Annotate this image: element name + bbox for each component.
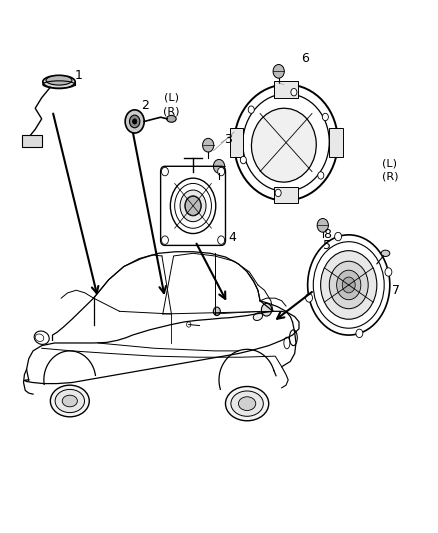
Circle shape [248, 106, 254, 114]
Ellipse shape [43, 75, 75, 88]
Circle shape [291, 88, 297, 96]
FancyBboxPatch shape [274, 187, 298, 203]
Circle shape [218, 167, 225, 176]
Ellipse shape [253, 313, 263, 320]
FancyBboxPatch shape [274, 82, 298, 98]
Circle shape [329, 261, 368, 309]
Ellipse shape [238, 397, 256, 410]
Circle shape [261, 303, 272, 316]
Circle shape [218, 236, 225, 244]
FancyBboxPatch shape [22, 135, 42, 147]
FancyBboxPatch shape [230, 128, 243, 157]
Text: 8: 8 [323, 228, 331, 241]
Circle shape [275, 189, 281, 197]
Circle shape [202, 139, 214, 152]
Circle shape [317, 219, 328, 232]
Circle shape [322, 114, 328, 120]
Text: 3: 3 [224, 133, 232, 147]
Ellipse shape [167, 115, 176, 122]
Ellipse shape [231, 391, 263, 416]
Text: (R): (R) [381, 172, 398, 182]
Text: (L): (L) [164, 93, 179, 103]
Circle shape [187, 322, 191, 327]
Circle shape [213, 159, 225, 173]
Ellipse shape [185, 196, 201, 216]
Circle shape [240, 156, 247, 164]
Ellipse shape [46, 76, 72, 85]
Text: 5: 5 [323, 239, 331, 252]
Circle shape [342, 277, 355, 293]
Circle shape [335, 232, 342, 241]
Ellipse shape [180, 190, 206, 222]
Circle shape [162, 236, 168, 244]
Circle shape [318, 172, 324, 179]
Circle shape [273, 64, 284, 78]
Ellipse shape [55, 390, 85, 413]
Circle shape [321, 251, 377, 319]
Text: 7: 7 [392, 284, 400, 297]
Text: 4: 4 [228, 231, 236, 244]
FancyBboxPatch shape [329, 128, 343, 157]
Circle shape [185, 196, 201, 215]
Text: 2: 2 [141, 99, 149, 112]
Text: (L): (L) [382, 159, 397, 168]
Circle shape [337, 270, 361, 300]
Circle shape [306, 294, 312, 302]
Circle shape [213, 307, 220, 316]
Circle shape [385, 268, 392, 276]
Ellipse shape [381, 250, 390, 256]
Circle shape [133, 119, 137, 124]
Ellipse shape [62, 395, 78, 407]
Text: 6: 6 [301, 52, 309, 64]
Circle shape [125, 110, 144, 133]
Circle shape [162, 167, 168, 176]
Text: (R): (R) [163, 107, 180, 117]
Ellipse shape [226, 386, 269, 421]
Text: 1: 1 [74, 69, 82, 82]
Ellipse shape [50, 385, 89, 417]
Circle shape [130, 115, 140, 128]
Circle shape [356, 329, 363, 337]
Ellipse shape [251, 108, 316, 182]
